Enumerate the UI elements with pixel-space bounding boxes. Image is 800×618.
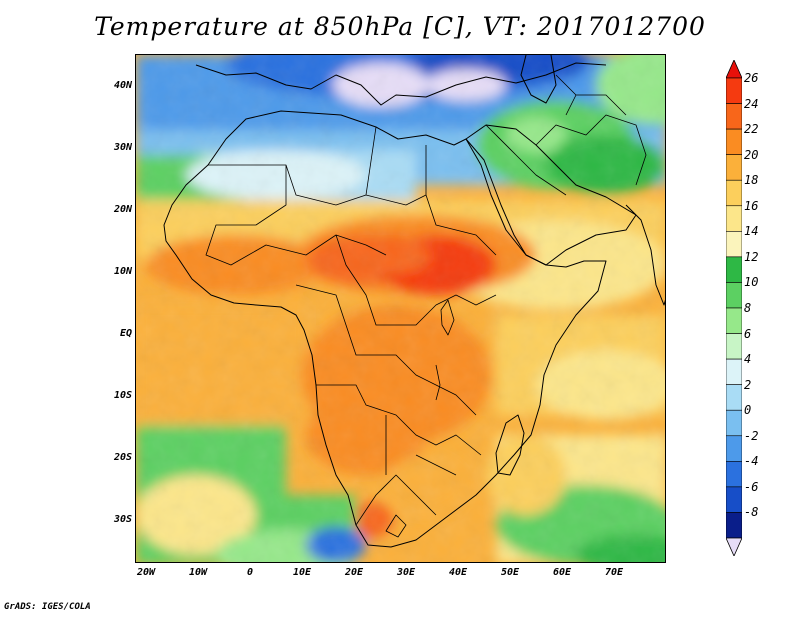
colorbar-bin	[726, 231, 742, 258]
colorbar-label: 6	[744, 326, 752, 341]
lon-label: 10W	[188, 567, 208, 578]
colorbar-bin	[726, 205, 742, 232]
lat-label: 40N	[113, 80, 132, 91]
colorbar-bin	[726, 179, 742, 207]
colorbar-label: 18	[744, 173, 759, 188]
lat-label: 20S	[113, 452, 132, 463]
colorbar-label: 22	[744, 122, 759, 137]
colorbar-label: 24	[744, 96, 759, 111]
colorbar-label: 0	[744, 403, 752, 418]
colorbar-bin	[726, 77, 742, 104]
lon-label: 40E	[448, 567, 468, 578]
caspian-coast	[520, 55, 557, 104]
arabia-coastline	[465, 124, 637, 266]
lat-label: 10S	[113, 390, 132, 401]
colorbar-bin	[726, 409, 742, 437]
arabia-borders	[485, 74, 647, 196]
colorbar-label: 8	[744, 301, 752, 315]
lon-label: 0	[246, 567, 254, 578]
lat-label: 30N	[113, 142, 132, 153]
lat-label: EQ	[119, 328, 132, 339]
temperature-field	[136, 55, 665, 562]
colorbar-bin	[726, 435, 742, 462]
colorbar-bin	[726, 307, 742, 334]
colorbar-bin	[726, 461, 742, 488]
lat-label: 20N	[113, 204, 132, 215]
colorbar-label: -8	[744, 505, 759, 520]
lon-label: 50E	[500, 567, 520, 578]
colorbar-bin	[726, 384, 742, 411]
colorbar-label: -4	[744, 454, 759, 469]
credit-text: GrADS: IGES/COLA	[4, 602, 91, 612]
europe-coastline	[195, 62, 607, 106]
africa-coastline	[163, 110, 607, 548]
chart-title: Temperature at 850hPa [C], VT: 201701270…	[94, 12, 706, 41]
colorbar-bin	[726, 486, 742, 513]
colorbar-label: 10	[744, 275, 759, 290]
lon-label: 20W	[136, 567, 156, 578]
colorbar-label: 20	[744, 147, 759, 162]
india-coastline	[625, 204, 665, 306]
lon-label: 30E	[396, 567, 416, 578]
colorbar-label: 2	[744, 377, 752, 392]
lon-label: 20E	[344, 567, 364, 578]
colorbar-label: -6	[744, 479, 759, 494]
interior-borders	[205, 126, 497, 538]
colorbar-min-arrow	[726, 537, 742, 556]
colorbar-bin	[726, 512, 742, 539]
lon-label: 10E	[292, 567, 312, 578]
lat-label: 10N	[113, 266, 132, 277]
colorbar-bin	[726, 128, 742, 155]
colorbar-label: 12	[744, 249, 759, 264]
lon-label: 70E	[604, 567, 624, 578]
colorbar-bin	[726, 333, 742, 360]
colorbar-label: 26	[744, 71, 759, 85]
colorbar-max-arrow	[726, 60, 742, 79]
colorbar-label: 14	[744, 224, 759, 239]
lat-label: 30S	[113, 514, 132, 525]
colorbar-bin	[726, 103, 742, 130]
colorbar-bin	[726, 282, 742, 309]
map-canvas	[136, 55, 665, 562]
temperature-map	[135, 54, 666, 563]
colorbar	[726, 60, 742, 556]
colorbar-bin	[726, 256, 742, 283]
lon-label: 60E	[552, 567, 572, 578]
country-borders	[163, 55, 665, 548]
madagascar	[495, 414, 525, 476]
colorbar-bin	[726, 358, 742, 385]
colorbar-bin	[726, 154, 742, 181]
colorbar-label: -2	[744, 428, 759, 443]
colorbar-label: 4	[744, 352, 752, 367]
colorbar-label: 16	[744, 198, 759, 213]
